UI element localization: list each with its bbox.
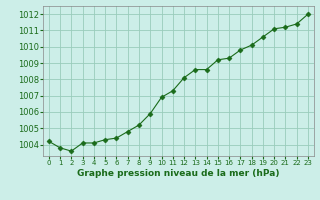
X-axis label: Graphe pression niveau de la mer (hPa): Graphe pression niveau de la mer (hPa) [77, 169, 280, 178]
